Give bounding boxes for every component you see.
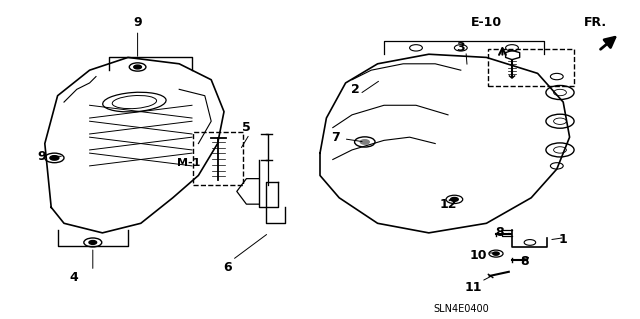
Text: 8: 8 <box>495 226 504 239</box>
Text: 4: 4 <box>69 271 78 284</box>
Circle shape <box>89 241 97 244</box>
Text: 1: 1 <box>559 233 568 246</box>
Text: 6: 6 <box>223 262 232 274</box>
Text: 9: 9 <box>133 16 142 29</box>
Circle shape <box>493 252 499 255</box>
Text: FR.: FR. <box>584 16 607 29</box>
Circle shape <box>134 65 141 69</box>
Circle shape <box>360 140 369 144</box>
Text: SLN4E0400: SLN4E0400 <box>433 304 489 315</box>
Text: E-10: E-10 <box>471 16 502 29</box>
Text: 9: 9 <box>37 150 46 163</box>
Text: 11: 11 <box>465 281 483 293</box>
Text: 7: 7 <box>332 131 340 144</box>
Text: 12: 12 <box>439 198 457 211</box>
Text: 8: 8 <box>520 255 529 268</box>
Text: 5: 5 <box>242 121 251 134</box>
Text: 2: 2 <box>351 83 360 96</box>
Text: M-1: M-1 <box>177 158 200 168</box>
Circle shape <box>451 197 458 201</box>
Circle shape <box>50 156 59 160</box>
Text: 10: 10 <box>470 249 488 262</box>
Text: 3: 3 <box>456 41 465 54</box>
